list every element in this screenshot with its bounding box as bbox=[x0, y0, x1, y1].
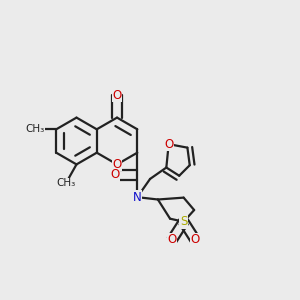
Text: O: O bbox=[164, 138, 173, 151]
Text: CH₃: CH₃ bbox=[56, 178, 76, 188]
Text: O: O bbox=[191, 233, 200, 247]
Text: O: O bbox=[110, 168, 120, 182]
Text: O: O bbox=[112, 89, 122, 102]
Text: N: N bbox=[133, 191, 142, 204]
Text: S: S bbox=[180, 215, 187, 228]
Text: CH₃: CH₃ bbox=[26, 124, 45, 134]
Text: O: O bbox=[112, 158, 122, 171]
Text: O: O bbox=[167, 233, 177, 247]
